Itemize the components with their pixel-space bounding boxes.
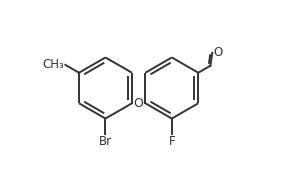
Text: F: F xyxy=(168,135,175,148)
Text: O: O xyxy=(214,46,223,59)
Text: O: O xyxy=(134,97,144,110)
Text: Br: Br xyxy=(99,135,112,148)
Text: CH₃: CH₃ xyxy=(43,58,65,71)
